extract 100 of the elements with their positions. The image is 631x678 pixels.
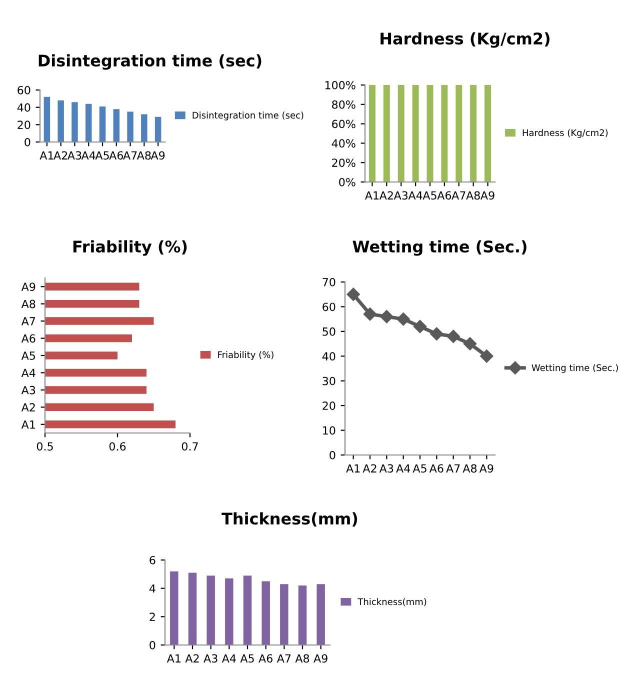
point <box>446 330 460 343</box>
bar <box>44 96 50 142</box>
x-tick-label: 0.5 <box>36 442 53 451</box>
y-tick-label: 40 <box>17 103 30 112</box>
point <box>480 350 494 363</box>
x-tick-label: A6 <box>437 191 452 200</box>
y-tick-label: A2 <box>21 403 35 412</box>
x-tick-label: A9 <box>314 654 328 663</box>
chart-title: Hardness (Kg/cm2) <box>380 32 550 48</box>
bar <box>316 584 325 645</box>
x-tick-label: A5 <box>240 654 254 663</box>
point <box>463 337 477 350</box>
x-tick-label: A2 <box>54 151 68 160</box>
x-tick-label: A3 <box>379 464 394 473</box>
x-tick-label: A7 <box>446 464 460 472</box>
chart-title: Thickness(mm) <box>222 512 358 527</box>
x-tick-label: A3 <box>204 654 218 663</box>
y-tick-label: 30 <box>322 376 336 386</box>
x-tick-label: A6 <box>429 464 444 473</box>
y-tick-label: 2 <box>150 612 155 621</box>
y-tick-label: 40% <box>332 139 356 148</box>
x-tick-label: A7 <box>452 191 466 200</box>
y-tick-label: 0 <box>150 640 156 650</box>
y-tick-label: A6 <box>21 334 36 343</box>
x-tick-label: A9 <box>480 191 494 200</box>
x-tick-label: 0.7 <box>182 442 198 451</box>
x-tick-label: A1 <box>364 191 379 200</box>
point <box>413 320 427 334</box>
x-tick-label: A2 <box>362 464 376 472</box>
x-tick-label: A3 <box>394 191 408 200</box>
point <box>380 310 394 324</box>
bar <box>206 576 215 645</box>
bar <box>72 102 78 142</box>
y-tick-label: A7 <box>21 317 36 326</box>
x-tick-label: 0.6 <box>109 442 126 451</box>
x-tick-label: A1 <box>166 654 180 662</box>
y-tick-label: 40 <box>322 352 336 361</box>
x-tick-label: A8 <box>466 191 480 200</box>
x-tick-label: A4 <box>222 654 236 662</box>
bar <box>225 578 234 645</box>
y-tick-label: 100% <box>325 80 356 90</box>
y-tick-label: 20 <box>322 402 336 410</box>
x-tick-label: A4 <box>396 464 410 472</box>
bar <box>113 109 120 142</box>
y-tick-label: 6 <box>150 556 156 564</box>
x-tick-label: A2 <box>185 654 199 662</box>
x-tick-label: A4 <box>408 191 422 200</box>
x-tick-label: A7 <box>276 654 291 662</box>
y-tick-label: A9 <box>21 282 36 291</box>
x-tick-label: A6 <box>109 151 124 160</box>
x-tick-label: A2 <box>379 191 393 200</box>
y-tick-label: A1 <box>21 420 35 429</box>
legend-label: Hardness (Kg/cm2) <box>522 129 608 138</box>
x-tick-label: A5 <box>95 151 109 160</box>
x-tick-label: A8 <box>462 464 477 473</box>
x-tick-label: A9 <box>479 464 494 473</box>
x-tick-label: A4 <box>81 151 96 160</box>
bar <box>58 100 64 142</box>
point <box>430 327 444 340</box>
bar <box>188 572 197 645</box>
y-tick-label: 10 <box>323 426 336 435</box>
y-tick-label: 80% <box>332 100 356 109</box>
bar <box>85 104 92 142</box>
y-tick-label: 0 <box>330 450 336 460</box>
y-tick-label: 4 <box>149 584 156 593</box>
y-tick-label: 70 <box>322 278 336 286</box>
x-tick-label: A5 <box>422 191 436 200</box>
point <box>363 308 377 321</box>
bar <box>262 581 270 645</box>
point <box>396 312 410 326</box>
legend-label: Thickness(mm) <box>358 598 426 606</box>
x-tick-label: A5 <box>412 464 426 473</box>
chart-title: Friability (%) <box>73 240 187 256</box>
bar <box>298 586 307 645</box>
bar <box>99 106 106 142</box>
y-tick-label: 50 <box>322 327 336 336</box>
y-tick-label: 0 <box>24 138 30 146</box>
y-tick-label: 60 <box>18 86 30 94</box>
x-tick-label: A7 <box>123 151 137 160</box>
bar <box>243 576 252 645</box>
legend-label: Friability (%) <box>218 351 274 360</box>
legend-label: Wetting time (Sec.) <box>532 364 618 373</box>
y-tick-label: 60% <box>332 120 356 128</box>
x-tick-label: A6 <box>258 654 272 663</box>
x-tick-label: A3 <box>67 151 82 160</box>
bar <box>141 114 148 142</box>
x-tick-label: A1 <box>40 151 54 160</box>
point <box>346 288 360 301</box>
x-tick-label: A8 <box>295 654 310 663</box>
y-tick-label: A8 <box>21 300 36 308</box>
y-tick-label: 0% <box>339 178 356 186</box>
bar <box>127 112 134 142</box>
bar <box>154 116 162 142</box>
chart-title: Disintegration time (sec) <box>38 54 262 70</box>
y-tick-label: A3 <box>21 386 36 394</box>
y-tick-label: 20% <box>332 158 356 167</box>
chart-title: Wetting time (Sec.) <box>352 240 526 256</box>
y-tick-label: A5 <box>21 352 35 360</box>
bar <box>170 571 178 645</box>
legend-label: Disintegration time (sec) <box>192 112 304 120</box>
